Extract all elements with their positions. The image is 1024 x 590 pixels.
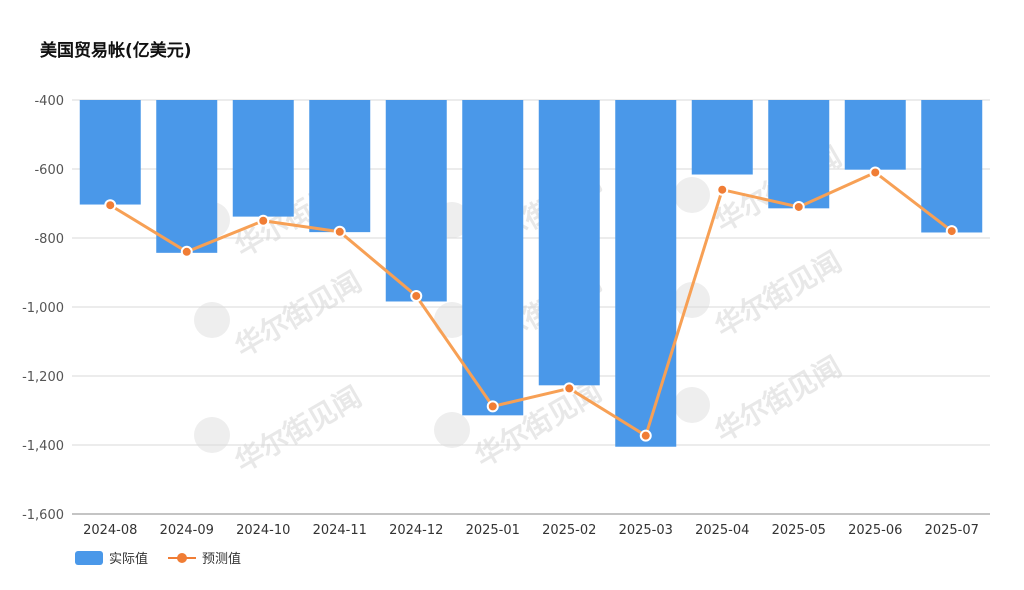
chart-title: 美国贸易帐(亿美元) — [40, 41, 192, 61]
forecast-point[interactable] — [486, 400, 499, 413]
legend-item-actual[interactable]: 实际值 — [75, 548, 148, 567]
y-tick-label: -1,000 — [22, 301, 64, 316]
bar-actual[interactable] — [844, 100, 906, 170]
forecast-point[interactable] — [869, 166, 882, 179]
x-tick-label: 2024-08 — [83, 523, 137, 538]
forecast-point[interactable] — [333, 225, 346, 238]
bar-actual[interactable] — [921, 100, 983, 233]
x-tick-label: 2024-10 — [236, 523, 290, 538]
bar-actual[interactable] — [538, 100, 600, 386]
legend-label-forecast: 预测值 — [202, 552, 242, 567]
watermark-logo-icon — [194, 302, 230, 338]
forecast-point[interactable] — [104, 199, 117, 212]
x-tick-label: 2025-05 — [772, 523, 826, 538]
y-tick-label: -600 — [34, 163, 64, 178]
x-tick-label: 2024-11 — [313, 523, 367, 538]
bar-actual[interactable] — [385, 100, 447, 302]
legend-line-swatch — [168, 551, 197, 565]
y-tick-label: -1,400 — [22, 439, 64, 454]
bar-actual[interactable] — [462, 100, 524, 416]
x-tick-label: 2024-09 — [160, 523, 214, 538]
watermark-text: 华尔街见闻 — [229, 380, 367, 479]
watermark-logo-icon — [674, 387, 710, 423]
x-tick-label: 2025-04 — [695, 523, 749, 538]
bar-actual[interactable] — [309, 100, 371, 233]
watermark-logo-icon — [434, 302, 470, 338]
forecast-point[interactable] — [639, 429, 652, 442]
forecast-point[interactable] — [410, 289, 423, 302]
watermark-logo-icon — [434, 412, 470, 448]
forecast-point[interactable] — [180, 245, 193, 258]
bar-actual[interactable] — [232, 100, 294, 217]
x-tick-label: 2025-07 — [925, 523, 979, 538]
forecast-line — [109, 170, 953, 438]
watermark-logo-icon — [674, 282, 710, 318]
watermark-logo-icon — [674, 177, 710, 213]
bar-actual[interactable] — [615, 100, 677, 447]
x-tick-label: 2025-02 — [542, 523, 596, 538]
forecast-point[interactable] — [257, 214, 270, 227]
bar-actual[interactable] — [79, 100, 141, 205]
watermark-text: 华尔街见闻 — [709, 245, 847, 344]
x-tick-label: 2025-03 — [619, 523, 673, 538]
watermark-logo-icon — [194, 417, 230, 453]
y-tick-label: -1,600 — [22, 508, 64, 523]
watermark-text: 华尔街见闻 — [229, 265, 367, 364]
watermark-text: 华尔街见闻 — [709, 350, 847, 449]
bar-actual[interactable] — [156, 100, 218, 253]
forecast-point[interactable] — [945, 225, 958, 238]
bar-actual[interactable] — [691, 100, 753, 175]
x-tick-label: 2025-06 — [848, 523, 902, 538]
x-tick-label: 2024-12 — [389, 523, 443, 538]
forecast-point[interactable] — [563, 382, 576, 395]
x-tick-label: 2025-01 — [466, 523, 520, 538]
legend: 实际值 预测值 — [75, 548, 261, 567]
bar-actual[interactable] — [768, 100, 830, 209]
legend-bar-swatch — [75, 550, 103, 565]
y-tick-label: -1,200 — [22, 370, 64, 385]
legend-item-forecast[interactable]: 预测值 — [168, 548, 241, 567]
y-tick-label: -400 — [34, 94, 64, 109]
y-tick-label: -800 — [34, 232, 64, 247]
forecast-point[interactable] — [792, 200, 805, 213]
forecast-point[interactable] — [716, 183, 729, 196]
legend-label-actual: 实际值 — [109, 552, 149, 567]
